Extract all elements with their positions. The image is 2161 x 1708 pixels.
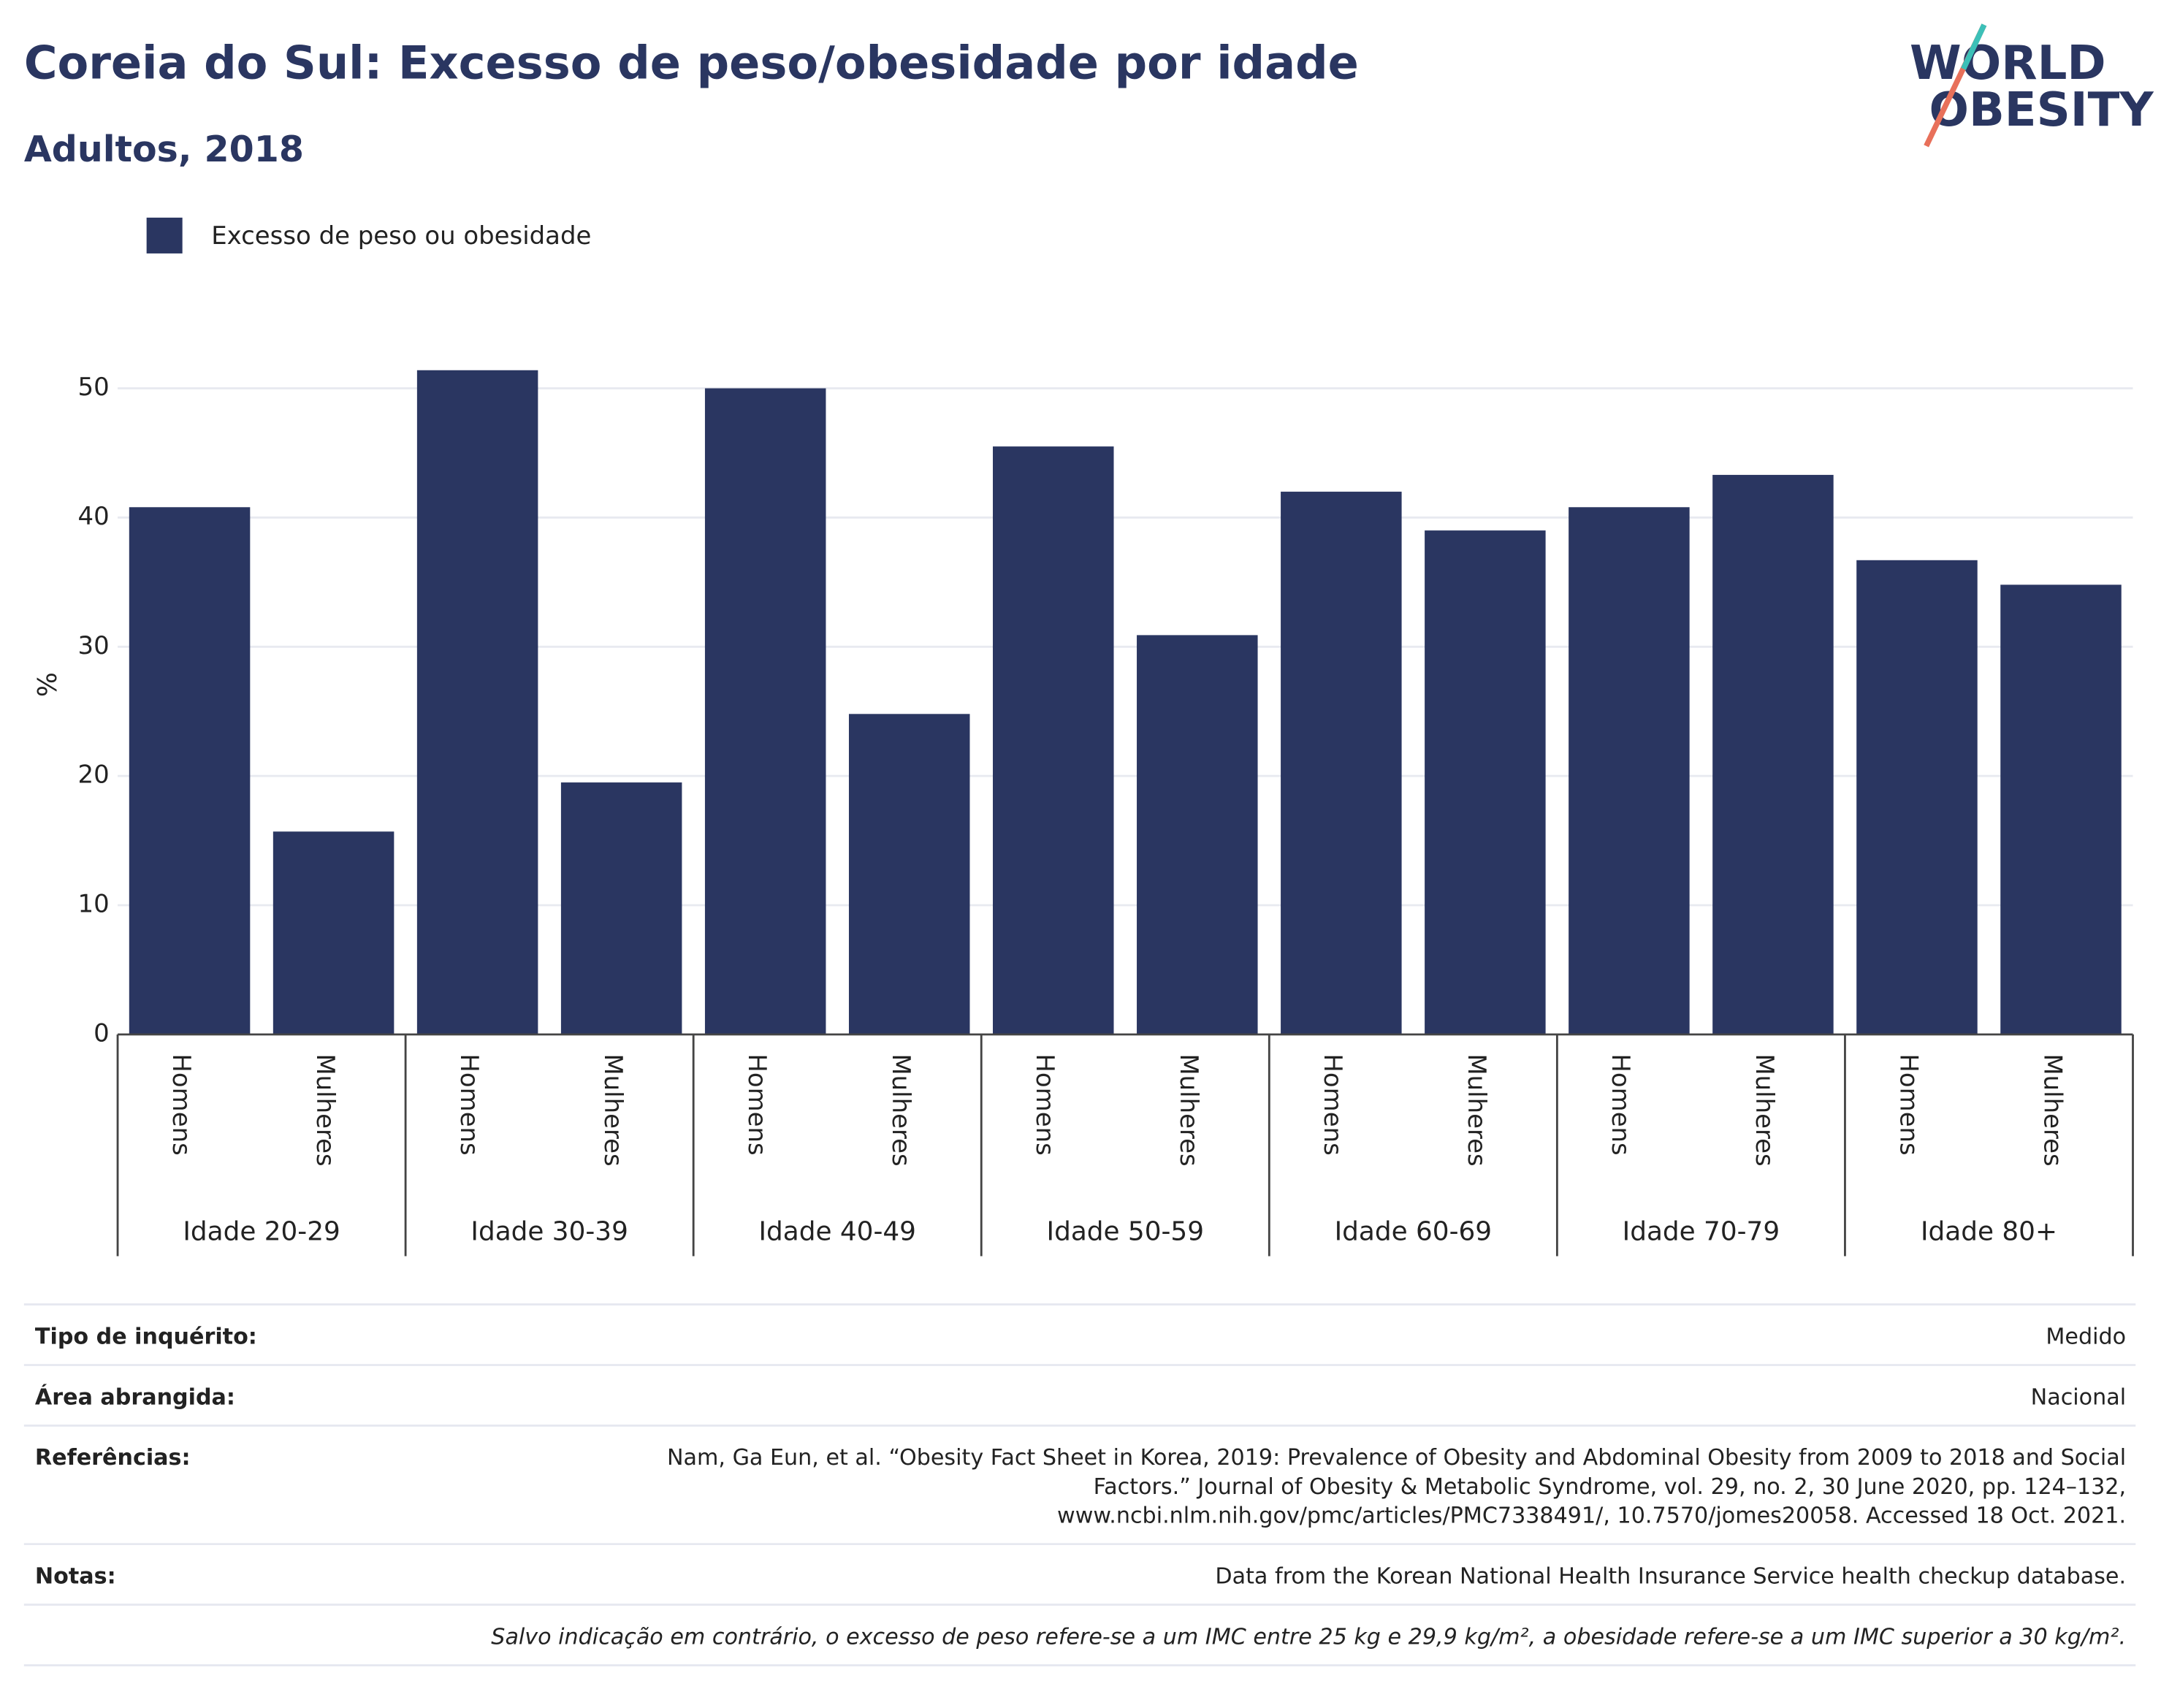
chart-title: Coreia do Sul: Excesso de peso/obesidade… (24, 37, 1359, 90)
x-tick-label: Mulheres (1174, 1053, 1203, 1166)
x-tick-label: Homens (454, 1053, 483, 1155)
y-tick-label: 30 (78, 632, 110, 660)
group-label: Idade 50-59 (1047, 1217, 1204, 1247)
bar (1281, 492, 1402, 1034)
group-label: Idade 80+ (1921, 1217, 2057, 1247)
info-value: www.ncbi.nlm.nih.gov/pmc/articles/PMC733… (1057, 1503, 2126, 1528)
info-value: Data from the Korean National Health Ins… (1215, 1563, 2126, 1589)
y-tick-label: 0 (94, 1019, 110, 1048)
y-tick-label: 10 (78, 891, 110, 919)
y-tick-label: 40 (78, 503, 110, 531)
y-tick-label: 50 (78, 373, 110, 402)
x-tick-label: Mulheres (598, 1053, 627, 1166)
x-tick-label: Mulheres (1462, 1053, 1490, 1166)
info-value: Factors.” Journal of Obesity & Metabolic… (1094, 1474, 2126, 1500)
info-label: Tipo de inquérito: (35, 1324, 257, 1349)
disclaimer: Salvo indicação em contrário, o excesso … (491, 1624, 2126, 1650)
bar (1712, 475, 1834, 1034)
group-label: Idade 40-49 (758, 1217, 915, 1247)
info-value: Nacional (2031, 1384, 2126, 1410)
x-tick-label: Homens (167, 1053, 195, 1155)
info-label: Área abrangida: (35, 1384, 235, 1410)
legend-swatch (146, 217, 183, 253)
bar (2000, 584, 2122, 1034)
y-axis-label: % (33, 672, 63, 697)
x-tick-label: Mulheres (886, 1053, 915, 1166)
info-value: Medido (2046, 1324, 2126, 1349)
bar (993, 446, 1114, 1034)
bar (1569, 507, 1690, 1034)
legend-label: Excesso de peso ou obesidade (211, 222, 591, 251)
bar (704, 388, 826, 1034)
bar (560, 782, 682, 1034)
x-tick-label: Mulheres (1750, 1053, 1778, 1166)
info-label: Referências: (35, 1445, 191, 1471)
info-value: Nam, Ga Eun, et al. “Obesity Fact Sheet … (667, 1445, 2126, 1471)
bar (129, 507, 251, 1034)
group-label: Idade 30-39 (470, 1217, 628, 1247)
x-tick-label: Homens (1894, 1053, 1922, 1155)
group-label: Idade 60-69 (1335, 1217, 1492, 1247)
bar (848, 714, 970, 1034)
bar (1856, 560, 1978, 1034)
info-label: Notas: (35, 1563, 116, 1589)
chart-subtitle: Adultos, 2018 (24, 128, 304, 170)
x-tick-label: Homens (1318, 1053, 1346, 1155)
bar (1137, 635, 1258, 1034)
x-tick-label: Homens (1030, 1053, 1059, 1155)
x-tick-label: Homens (742, 1053, 771, 1155)
logo-line: OBESITY (1929, 83, 2154, 137)
group-label: Idade 20-29 (183, 1217, 340, 1247)
bar (1425, 530, 1546, 1034)
group-label: Idade 70-79 (1623, 1217, 1780, 1247)
x-tick-label: Mulheres (2038, 1053, 2066, 1166)
bar (416, 370, 538, 1034)
x-tick-label: Homens (1606, 1053, 1634, 1155)
y-tick-label: 20 (78, 761, 110, 790)
logo-line: WORLD (1910, 37, 2106, 91)
x-tick-label: Mulheres (310, 1053, 339, 1166)
bar (272, 831, 395, 1034)
logo-slash (1961, 23, 1987, 70)
